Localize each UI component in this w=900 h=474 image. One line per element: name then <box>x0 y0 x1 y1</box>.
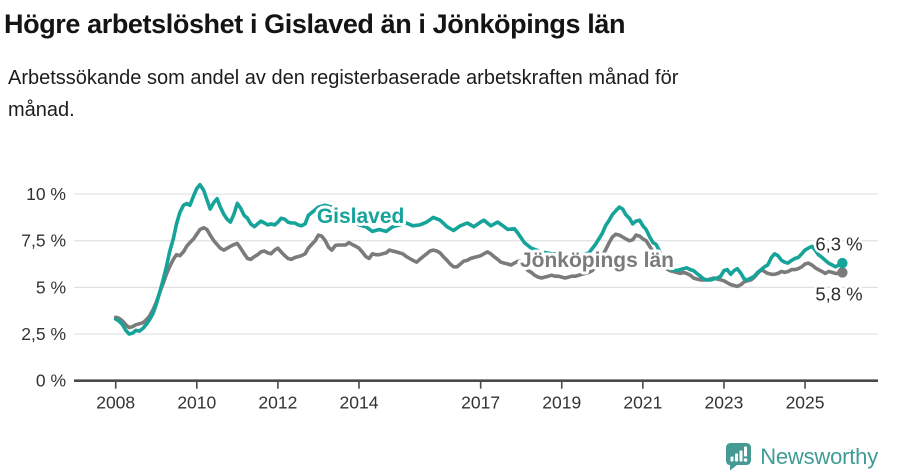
x-tick-label-2017: 2017 <box>461 393 500 413</box>
end-dot-j-nk-pings-l-n <box>837 267 848 278</box>
chart-subtitle: Arbetssökande som andel av den registerb… <box>8 62 878 126</box>
x-tick-label-2023: 2023 <box>704 393 743 413</box>
y-tick-label-7-5-: 7,5 % <box>21 231 66 251</box>
y-tick-label-5-: 5 % <box>36 277 66 297</box>
chart-title: Högre arbetslöshet i Gislaved än i Jönkö… <box>4 9 626 39</box>
x-tick-label-2008: 2008 <box>96 393 135 413</box>
x-tick-label-2025: 2025 <box>786 393 825 413</box>
x-tick-label-2010: 2010 <box>177 393 216 413</box>
x-tick-label-2021: 2021 <box>623 393 662 413</box>
chart-header: Högre arbetslöshet i Gislaved än i Jönkö… <box>0 0 900 126</box>
y-tick-label-10-: 10 % <box>26 184 66 204</box>
y-tick-label-0-: 0 % <box>36 371 66 391</box>
unemployment-line-chart: 0 % 2,5 % 5 % 7,5 % 10 % 2008 2010 2012 2014 2017… <box>21 182 878 413</box>
x-tick-label-2019: 2019 <box>542 393 581 413</box>
end-value-label-5-8-: 5,8 % <box>815 283 862 304</box>
newsworthy-bubble-chart-icon <box>726 443 752 471</box>
end-dot-gislaved <box>837 257 848 269</box>
series-line-gislaved <box>113 182 845 336</box>
series-label-j-nk-pings-l-n: Jönköpings län <box>520 249 674 272</box>
x-tick-label-2012: 2012 <box>258 393 297 413</box>
brand-name: Newsworthy <box>760 443 878 469</box>
series-label-gislaved: Gislaved <box>317 205 405 228</box>
subtitle-line-1: Arbetssökande som andel av den registerb… <box>8 66 679 89</box>
newsworthy-logo: Newsworthy <box>725 442 878 471</box>
subtitle-line-2: månad. <box>8 98 75 121</box>
end-value-label-6-3-: 6,3 % <box>815 233 862 254</box>
series-line-j-nk-pings-l-n <box>113 225 845 330</box>
y-tick-label-2-5-: 2,5 % <box>21 324 66 344</box>
x-tick-label-2014: 2014 <box>340 393 379 413</box>
